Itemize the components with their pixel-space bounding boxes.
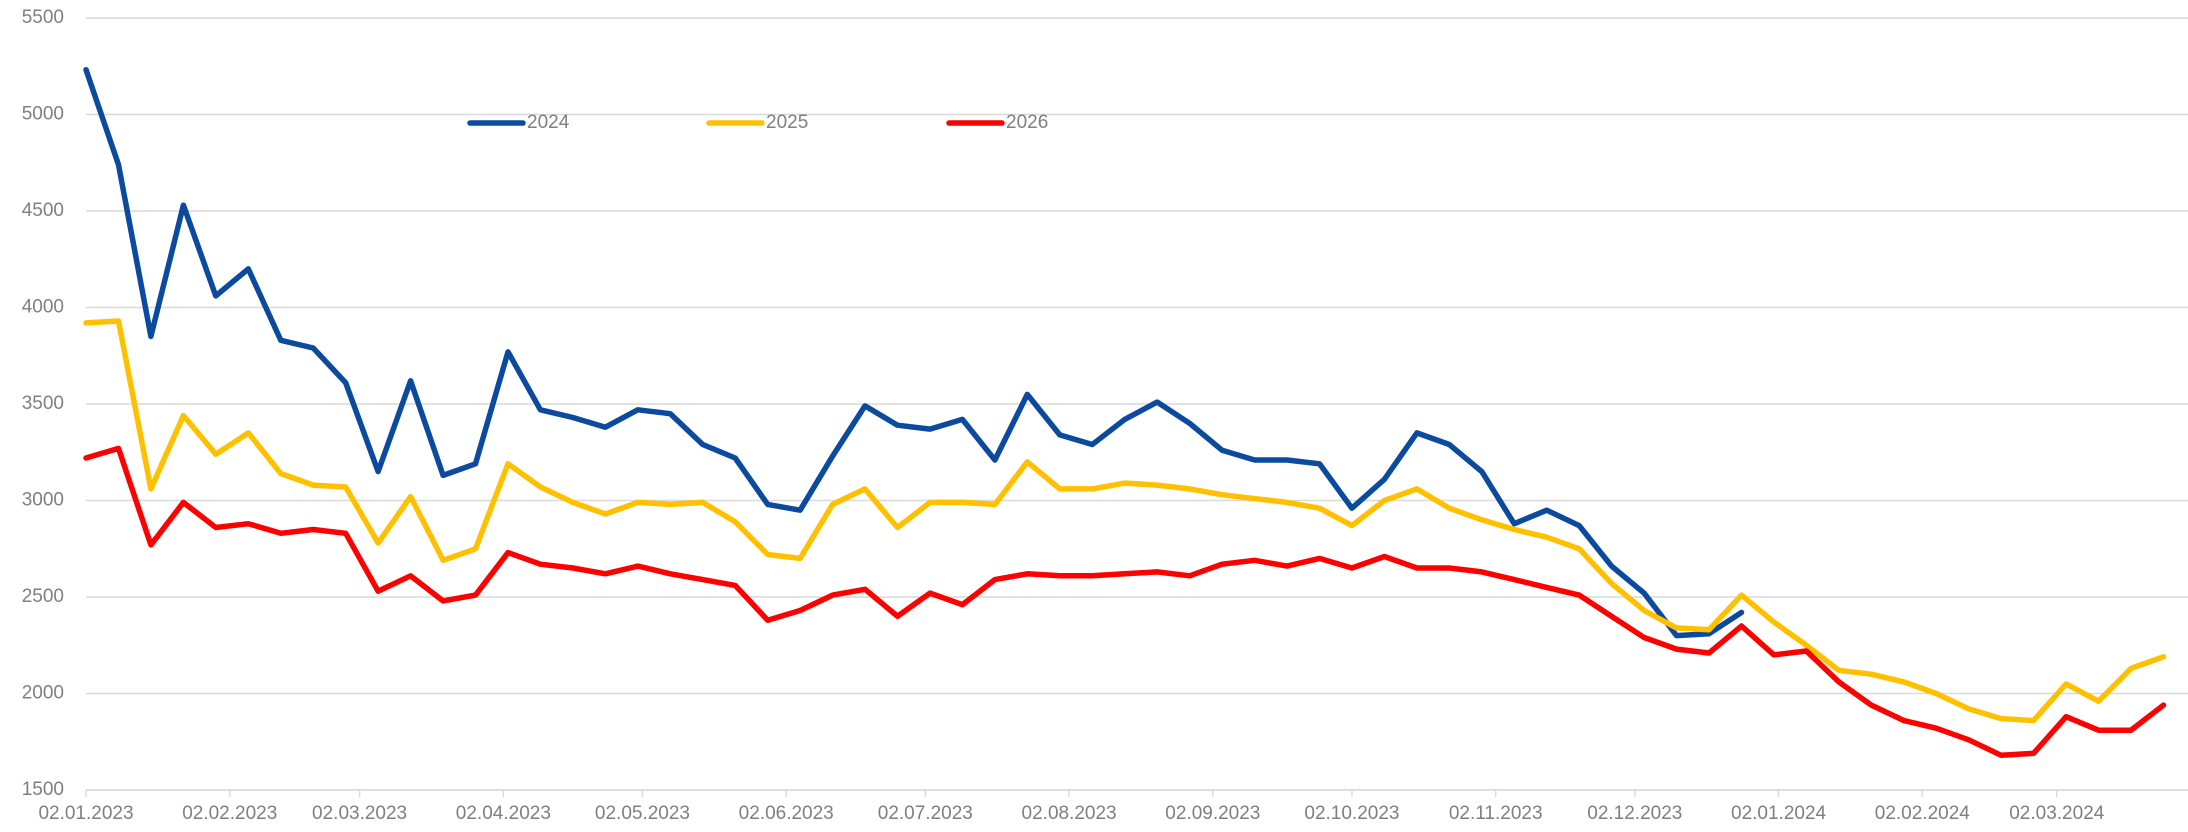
y-tick-label: 1500: [22, 779, 64, 800]
x-tick-label: 02.09.2023: [1165, 803, 1260, 824]
legend-label: 2024: [527, 112, 570, 133]
y-tick-label: 2500: [22, 586, 64, 607]
x-tick-label: 02.02.2023: [182, 803, 277, 824]
y-tick-label: 5000: [22, 104, 64, 125]
y-tick-label: 5500: [22, 7, 64, 28]
y-tick-label: 2000: [22, 683, 64, 704]
y-tick-label: 4000: [22, 297, 64, 318]
x-tick-label: 02.04.2023: [456, 803, 551, 824]
y-tick-label: 4500: [22, 200, 64, 221]
legend-label: 2025: [766, 112, 808, 133]
x-tick-label: 02.02.2024: [1875, 803, 1971, 824]
legend-label: 2026: [1006, 112, 1048, 133]
x-tick-label: 02.11.2023: [1449, 803, 1543, 824]
x-tick-label: 02.08.2023: [1022, 803, 1117, 824]
x-tick-label: 02.01.2023: [38, 803, 133, 824]
x-tick-label: 02.03.2023: [312, 803, 407, 824]
x-tick-label: 02.05.2023: [595, 803, 690, 824]
x-tick-label: 02.06.2023: [739, 803, 834, 824]
x-tick-label: 02.03.2024: [2009, 803, 2105, 824]
series-line: [83, 66, 1745, 639]
series-line: [83, 445, 2167, 759]
x-tick-label: 02.12.2023: [1587, 803, 1682, 824]
series-line: [83, 318, 2167, 724]
y-tick-label: 3500: [22, 393, 64, 414]
x-tick-label: 02.10.2023: [1304, 803, 1399, 824]
y-tick-label: 3000: [22, 490, 64, 511]
x-tick-label: 02.07.2023: [878, 803, 973, 824]
x-tick-label: 02.01.2024: [1731, 803, 1827, 824]
